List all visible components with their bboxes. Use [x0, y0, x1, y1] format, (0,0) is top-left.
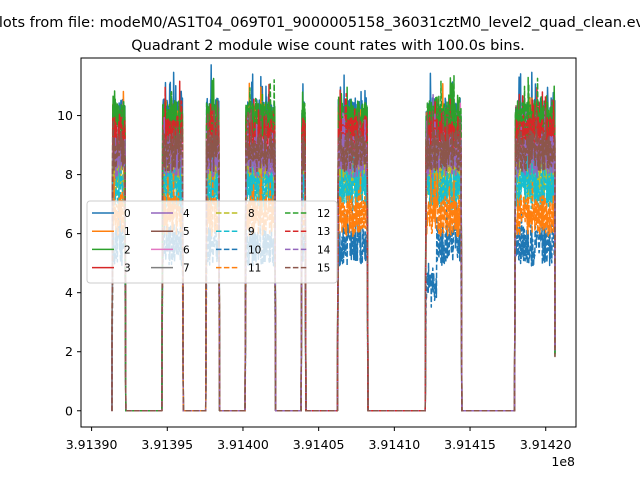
figure-suptitle: Plots from file: modeM0/AS1T04_069T01_90… [0, 15, 640, 31]
legend-label-12: 12 [317, 208, 330, 220]
y-tick-label: 10 [57, 108, 73, 123]
legend-label-14: 14 [317, 244, 331, 256]
legend-label-13: 13 [317, 226, 330, 238]
legend-box [86, 200, 338, 284]
y-tick-label: 4 [65, 285, 73, 300]
x-axis-offset-label: 1e8 [551, 454, 575, 469]
legend-label-0: 0 [124, 208, 131, 220]
x-axis: 3.91390 3.91395 3.91400 3.91405 3.91410 3.914… [66, 427, 572, 452]
x-tick-label: 3.91410 [368, 437, 420, 452]
y-tick-label: 6 [65, 226, 73, 241]
x-tick-label: 3.91405 [293, 437, 345, 452]
x-tick-label: 3.91415 [444, 437, 496, 452]
x-tick-label: 3.91420 [520, 437, 572, 452]
y-tick-label: 0 [65, 403, 73, 418]
y-tick-label: 2 [65, 344, 73, 359]
legend-label-7: 7 [183, 263, 190, 275]
legend-label-9: 9 [248, 226, 255, 238]
y-axis: 0 2 4 6 8 10 [57, 108, 81, 418]
series-line-9 [111, 135, 556, 412]
legend-label-6: 6 [183, 244, 190, 256]
plot-frame [80, 57, 577, 428]
legend-label-8: 8 [248, 208, 255, 220]
x-tick-label: 3.91390 [66, 437, 118, 452]
legend-label-1: 1 [124, 226, 131, 238]
legend-label-4: 4 [183, 208, 190, 220]
legend-label-11: 11 [248, 263, 261, 275]
y-tick-label: 8 [65, 167, 73, 182]
legend-label-10: 10 [248, 244, 261, 256]
legend-label-3: 3 [124, 263, 131, 275]
legend-label-2: 2 [124, 244, 131, 256]
series-line-15 [111, 100, 556, 412]
legend-label-15: 15 [317, 263, 330, 275]
x-tick-label: 3.91395 [141, 437, 193, 452]
legend-label-5: 5 [183, 226, 190, 238]
chart-title: Quadrant 2 module wise count rates with … [131, 38, 525, 54]
x-tick-label: 3.91400 [217, 437, 269, 452]
